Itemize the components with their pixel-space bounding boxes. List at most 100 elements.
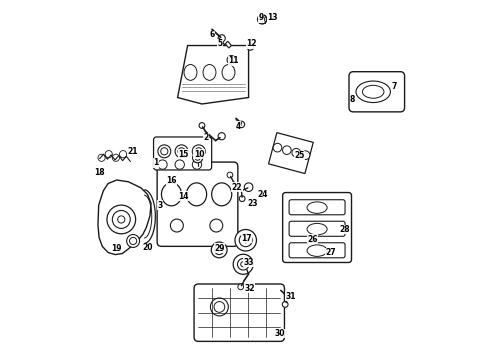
Text: 14: 14: [178, 192, 189, 201]
Ellipse shape: [158, 160, 167, 169]
Text: 15: 15: [178, 150, 189, 159]
Text: 30: 30: [275, 329, 285, 338]
Circle shape: [243, 238, 248, 243]
Circle shape: [260, 17, 265, 22]
Text: 6: 6: [209, 30, 215, 39]
Text: 17: 17: [242, 234, 252, 243]
Text: 12: 12: [246, 39, 257, 48]
Text: 11: 11: [228, 57, 239, 66]
Text: 2: 2: [203, 133, 208, 142]
Circle shape: [118, 216, 125, 223]
Text: 21: 21: [128, 147, 138, 156]
Circle shape: [245, 183, 253, 192]
Text: 4: 4: [235, 122, 241, 131]
Text: 27: 27: [325, 248, 336, 257]
Ellipse shape: [161, 183, 181, 206]
FancyBboxPatch shape: [289, 243, 345, 258]
Text: 13: 13: [267, 13, 277, 22]
Polygon shape: [177, 45, 248, 104]
Circle shape: [112, 154, 120, 161]
Text: 16: 16: [166, 176, 177, 185]
Ellipse shape: [273, 143, 282, 152]
Circle shape: [199, 123, 205, 129]
Ellipse shape: [195, 148, 202, 155]
Ellipse shape: [178, 148, 185, 155]
Circle shape: [227, 55, 236, 64]
FancyBboxPatch shape: [157, 162, 238, 246]
Text: 26: 26: [307, 235, 318, 244]
Ellipse shape: [175, 145, 188, 158]
Ellipse shape: [363, 85, 384, 98]
Circle shape: [241, 262, 245, 267]
Polygon shape: [225, 41, 231, 48]
Circle shape: [227, 172, 233, 178]
Circle shape: [282, 302, 288, 307]
Text: 25: 25: [294, 151, 305, 160]
Text: 1: 1: [153, 158, 159, 167]
Circle shape: [112, 211, 130, 228]
Text: 9: 9: [259, 13, 264, 22]
Ellipse shape: [192, 145, 205, 158]
Text: 29: 29: [214, 244, 224, 253]
Circle shape: [129, 237, 137, 244]
Text: 8: 8: [350, 95, 355, 104]
Ellipse shape: [175, 160, 184, 169]
Text: 7: 7: [391, 82, 396, 91]
Circle shape: [258, 15, 267, 24]
FancyBboxPatch shape: [153, 137, 212, 170]
Text: 3: 3: [158, 201, 163, 210]
Ellipse shape: [283, 146, 291, 154]
Ellipse shape: [356, 81, 391, 103]
Circle shape: [107, 205, 136, 234]
Ellipse shape: [187, 183, 207, 206]
Circle shape: [105, 150, 112, 158]
Text: 19: 19: [111, 244, 122, 253]
Circle shape: [98, 154, 105, 161]
Text: 28: 28: [340, 225, 350, 234]
Ellipse shape: [161, 148, 168, 155]
Circle shape: [193, 153, 203, 163]
Ellipse shape: [192, 160, 201, 169]
Ellipse shape: [212, 183, 232, 206]
Ellipse shape: [307, 224, 327, 235]
Circle shape: [210, 298, 228, 316]
Text: 5: 5: [218, 39, 222, 48]
Ellipse shape: [222, 64, 235, 80]
FancyBboxPatch shape: [194, 284, 285, 341]
Ellipse shape: [203, 64, 216, 80]
Circle shape: [239, 234, 252, 247]
Text: 32: 32: [244, 284, 254, 293]
Circle shape: [195, 155, 200, 160]
Circle shape: [210, 219, 223, 232]
Circle shape: [238, 258, 249, 270]
FancyBboxPatch shape: [283, 193, 351, 262]
Text: 18: 18: [95, 168, 105, 177]
Circle shape: [229, 57, 234, 62]
Circle shape: [218, 35, 225, 42]
Text: 23: 23: [247, 199, 258, 208]
Circle shape: [126, 234, 140, 247]
Circle shape: [120, 150, 126, 158]
Circle shape: [235, 229, 256, 251]
Circle shape: [238, 284, 244, 290]
Ellipse shape: [158, 145, 171, 158]
Circle shape: [211, 242, 227, 258]
Ellipse shape: [292, 148, 300, 157]
Circle shape: [214, 302, 225, 312]
Text: 33: 33: [244, 258, 254, 267]
Polygon shape: [269, 132, 313, 174]
Ellipse shape: [301, 151, 310, 159]
Circle shape: [215, 245, 224, 255]
Text: 31: 31: [286, 292, 296, 301]
Text: 10: 10: [194, 150, 204, 159]
Circle shape: [171, 219, 183, 232]
Text: 24: 24: [257, 190, 268, 199]
Ellipse shape: [307, 202, 327, 213]
Ellipse shape: [307, 245, 327, 256]
FancyBboxPatch shape: [289, 200, 345, 215]
FancyBboxPatch shape: [349, 72, 405, 112]
Text: 20: 20: [142, 243, 153, 252]
Circle shape: [233, 254, 253, 274]
Circle shape: [239, 196, 245, 202]
Circle shape: [238, 121, 245, 128]
